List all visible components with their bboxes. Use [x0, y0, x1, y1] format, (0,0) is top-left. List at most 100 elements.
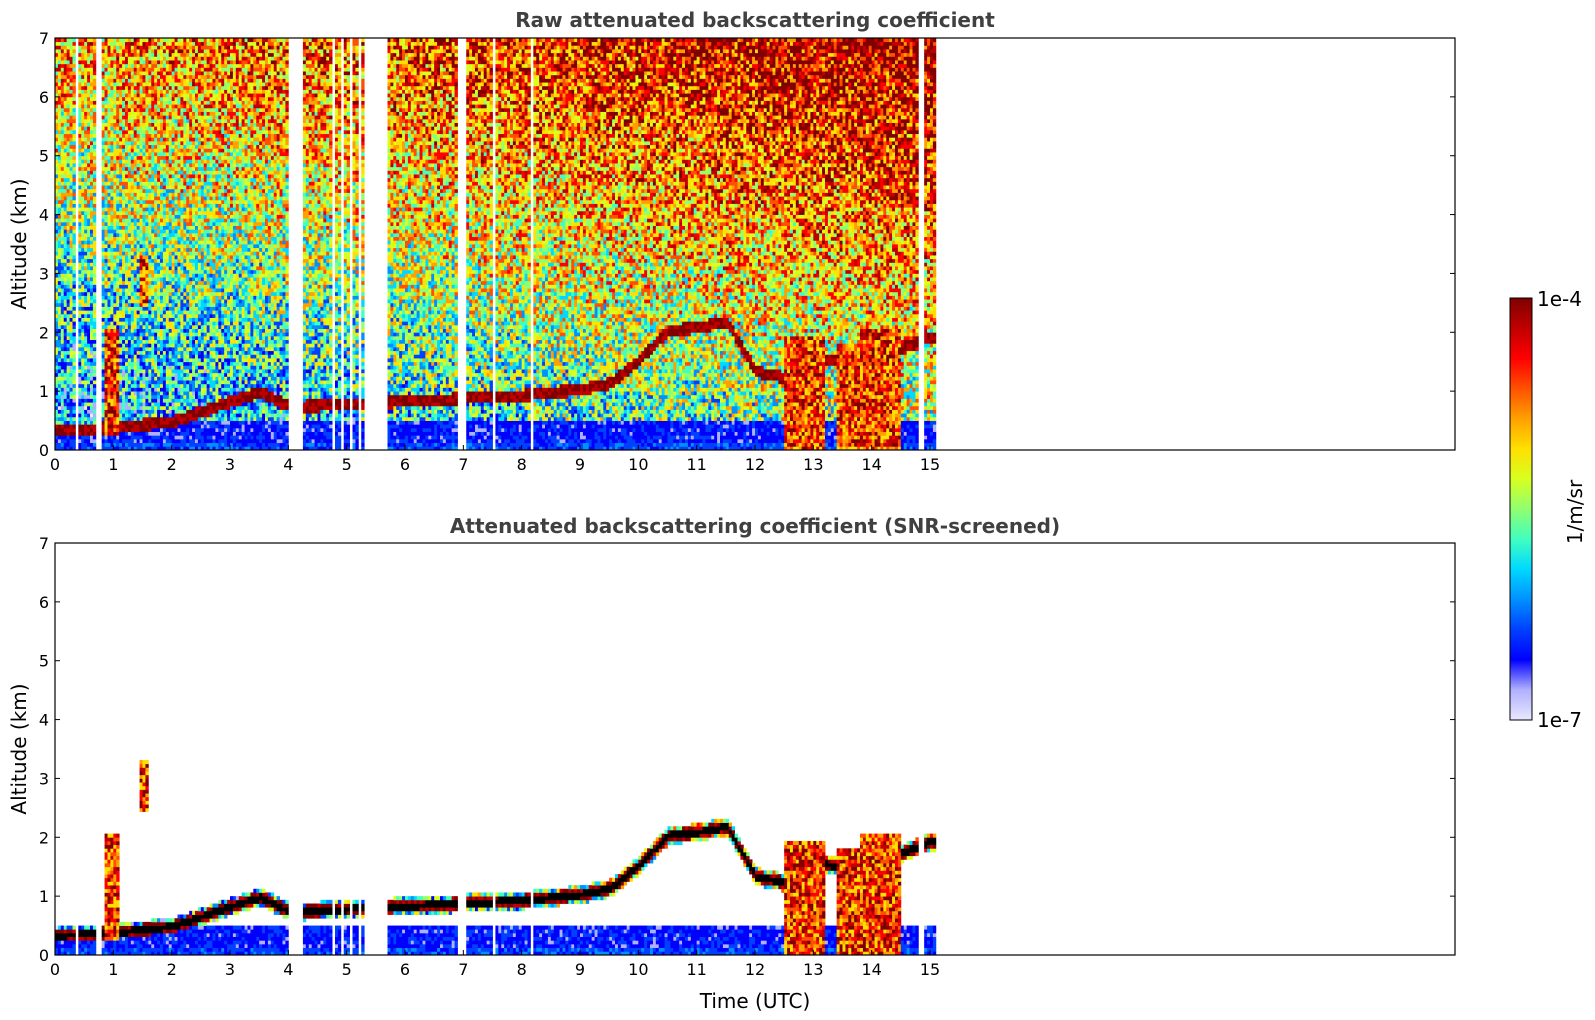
heatmap-cell [160, 63, 164, 68]
heatmap-cell [78, 321, 82, 326]
heatmap-cell [63, 185, 68, 190]
heatmap-cell [192, 199, 196, 204]
heatmap-cell [180, 170, 184, 175]
heatmap-cell [66, 188, 70, 193]
heatmap-cell [60, 306, 65, 311]
heatmap-cell [160, 365, 164, 370]
heatmap-cell [133, 258, 138, 263]
heatmap-cell [151, 148, 155, 153]
heatmap-cell [116, 63, 120, 68]
heatmap-cell [90, 52, 94, 57]
heatmap-cell [104, 199, 108, 204]
heatmap-cell [183, 115, 187, 120]
heatmap-cell [151, 321, 155, 326]
heatmap-cell [107, 306, 111, 311]
heatmap-cell [157, 284, 161, 289]
heatmap-cell [133, 324, 138, 330]
heatmap-cell [110, 251, 114, 256]
heatmap-cell [174, 442, 178, 447]
heatmap-cell [125, 427, 129, 433]
heatmap-cell [122, 225, 126, 230]
heatmap-cell [162, 365, 167, 370]
heatmap-cell [66, 174, 70, 179]
heatmap-cell [133, 129, 138, 135]
heatmap-cell [130, 402, 135, 407]
heatmap-cell [66, 126, 70, 131]
heatmap-cell [174, 416, 178, 421]
heatmap-cell [84, 74, 88, 79]
heatmap-cell [84, 321, 88, 326]
heatmap-cell [107, 111, 111, 116]
heatmap-cell [180, 122, 184, 127]
heatmap-cell [60, 207, 65, 212]
heatmap-cell [125, 159, 129, 164]
heatmap-cell [165, 141, 170, 146]
heatmap-cell [136, 163, 140, 168]
heatmap-cell [84, 225, 88, 230]
heatmap-cell [110, 45, 114, 50]
heatmap-cell [180, 295, 184, 300]
heatmap-cell [116, 218, 120, 223]
heatmap-cell [122, 262, 126, 267]
heatmap-cell [116, 137, 120, 142]
heatmap-cell [151, 387, 155, 392]
heatmap-cell [148, 420, 152, 425]
heatmap-cell [130, 82, 135, 87]
heatmap-cell [174, 111, 178, 116]
heatmap-cell [84, 210, 88, 215]
heatmap-cell [78, 221, 82, 227]
heatmap-cell [139, 343, 143, 348]
heatmap-cell [177, 74, 181, 79]
heatmap-cell [125, 435, 129, 440]
heatmap-cell [104, 295, 108, 300]
heatmap-cell [177, 152, 181, 157]
heatmap-cell [60, 115, 65, 120]
heatmap-cell [133, 159, 138, 164]
heatmap-cell [107, 324, 111, 330]
heatmap-cell [160, 416, 164, 421]
heatmap-cell [148, 324, 152, 330]
heatmap-cell [113, 133, 117, 138]
heatmap-cell [116, 85, 120, 90]
heatmap-cell [189, 221, 193, 227]
heatmap-cell [139, 273, 143, 278]
heatmap-cell [72, 409, 76, 414]
heatmap-cell [90, 41, 94, 46]
heatmap-cell [130, 328, 135, 333]
heatmap-cell [66, 280, 70, 285]
heatmap-cell [133, 93, 138, 98]
heatmap-cell [60, 52, 65, 57]
heatmap-cell [171, 310, 175, 315]
heatmap-cell [183, 343, 187, 348]
heatmap-cell [183, 188, 187, 193]
heatmap-cell [87, 218, 91, 223]
heatmap-cell [66, 277, 70, 282]
heatmap-cell [171, 306, 175, 311]
heatmap-cell [189, 284, 193, 289]
heatmap-cell [122, 122, 126, 127]
heatmap-cell [165, 394, 170, 399]
heatmap-cell [145, 383, 149, 388]
heatmap-cell [168, 67, 173, 72]
heatmap-cell [81, 446, 85, 451]
heatmap-cell [151, 236, 155, 241]
heatmap-cell [116, 118, 120, 124]
heatmap-cell [119, 96, 123, 101]
heatmap-cell [151, 166, 155, 171]
heatmap-cell [92, 398, 97, 403]
heatmap-cell [174, 258, 178, 263]
heatmap-cell [174, 394, 178, 399]
heatmap-cell [60, 262, 65, 267]
heatmap-cell [84, 354, 88, 359]
heatmap-cell [119, 107, 123, 112]
heatmap-cell [110, 446, 114, 451]
heatmap-cell [154, 115, 158, 120]
heatmap-cell [107, 380, 111, 385]
heatmap-cell [177, 107, 181, 112]
heatmap-cell [57, 174, 62, 179]
heatmap-cell [78, 343, 82, 348]
heatmap-cell [113, 302, 117, 307]
heatmap-cell [57, 295, 62, 300]
heatmap-cell [87, 332, 91, 337]
heatmap-cell [136, 71, 140, 76]
